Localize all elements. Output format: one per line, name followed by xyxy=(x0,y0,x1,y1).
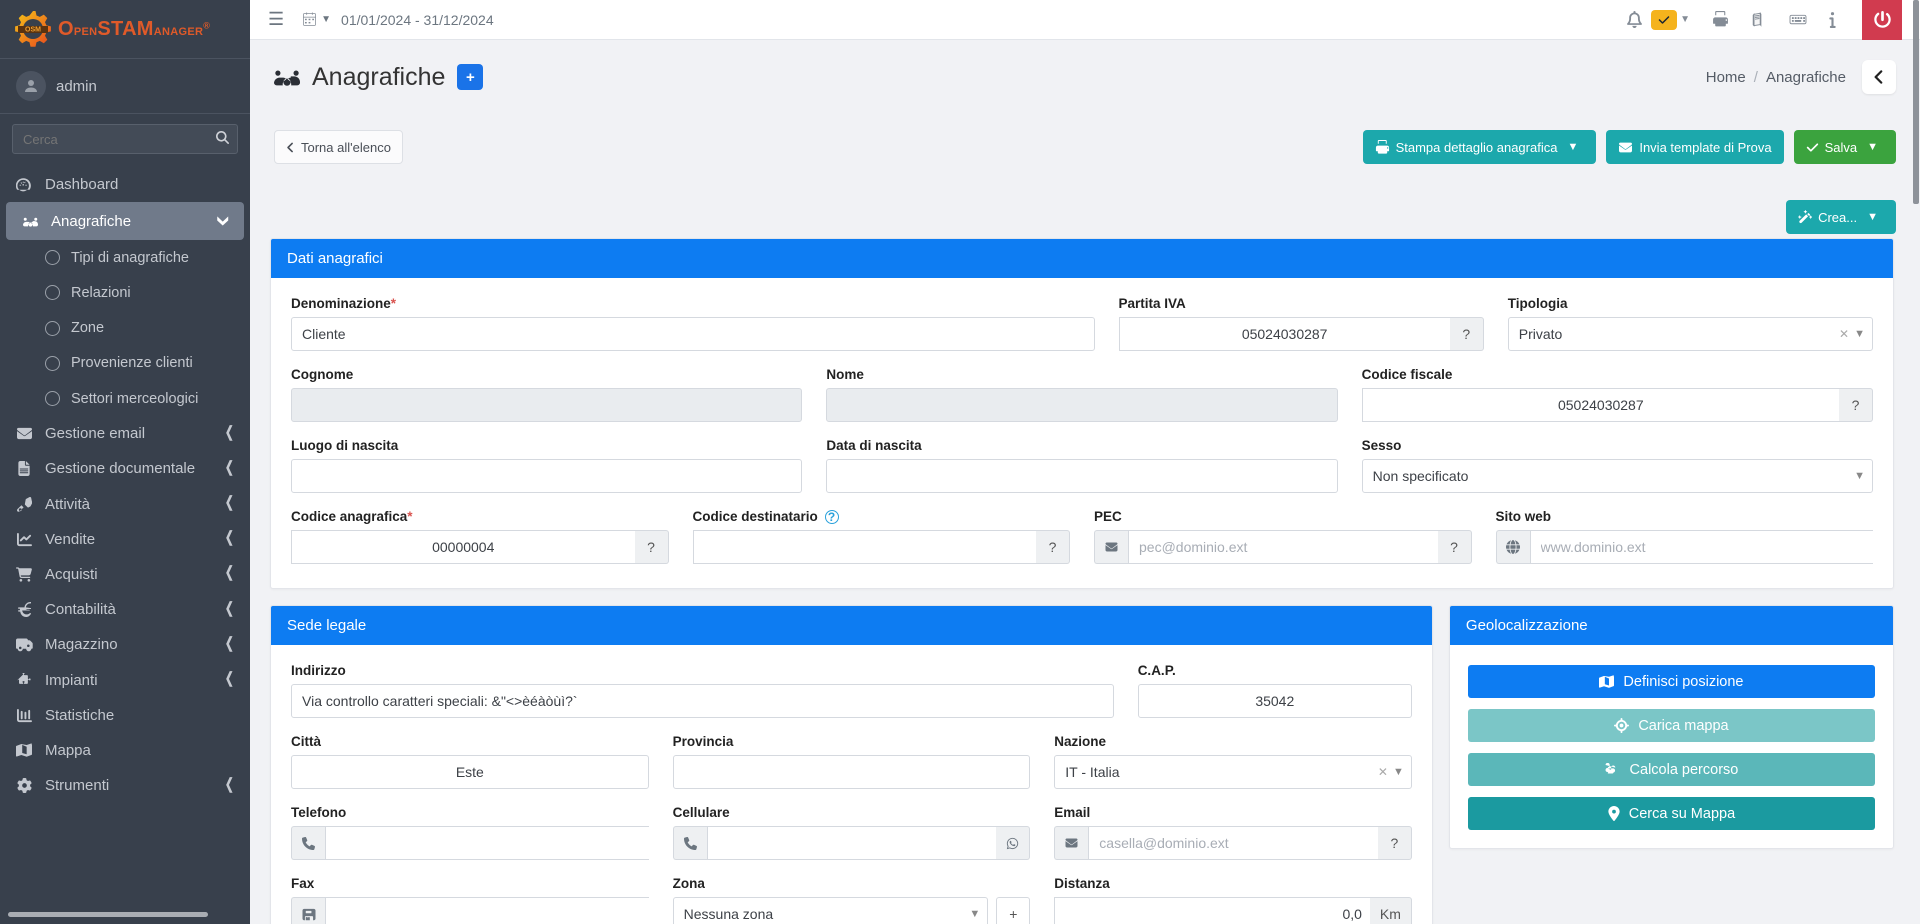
svg-text:OSM: OSM xyxy=(25,27,41,34)
